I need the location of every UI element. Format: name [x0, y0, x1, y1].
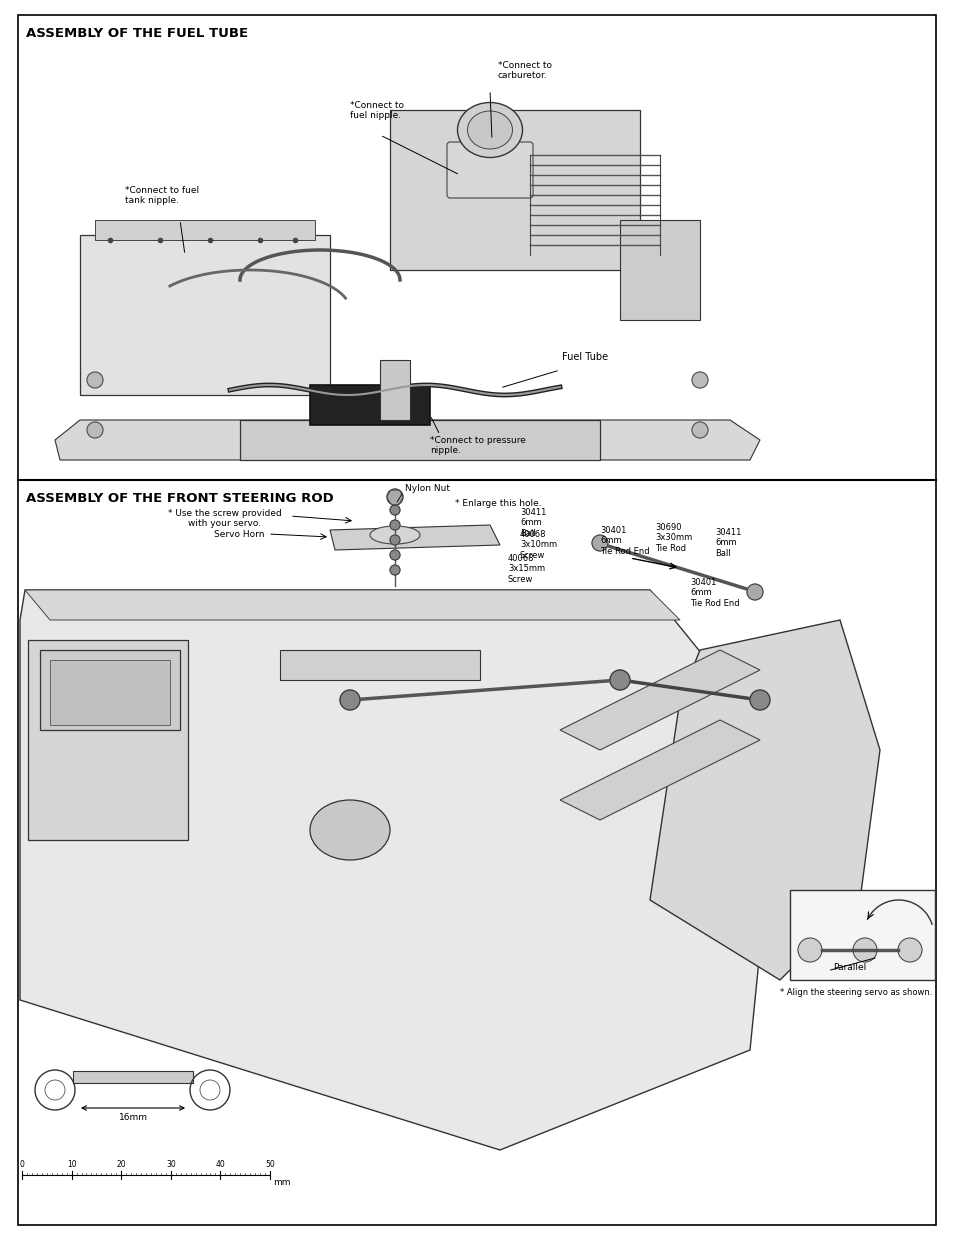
Circle shape	[390, 505, 399, 515]
Text: 40068
3x10mm
Screw: 40068 3x10mm Screw	[519, 530, 557, 559]
Circle shape	[897, 939, 921, 962]
Ellipse shape	[467, 111, 512, 149]
FancyBboxPatch shape	[447, 142, 533, 198]
Circle shape	[390, 520, 399, 530]
Ellipse shape	[310, 800, 390, 860]
Circle shape	[87, 422, 103, 438]
Text: 16mm: 16mm	[118, 1113, 148, 1123]
Text: Nylon Nut: Nylon Nut	[405, 484, 450, 493]
Circle shape	[339, 690, 359, 710]
Polygon shape	[559, 650, 760, 750]
Circle shape	[691, 422, 707, 438]
Text: 30401
6mm
Tie Rod End: 30401 6mm Tie Rod End	[599, 526, 649, 556]
Text: *Connect to
carburetor.: *Connect to carburetor.	[497, 61, 552, 80]
Polygon shape	[20, 590, 780, 1150]
Circle shape	[390, 550, 399, 559]
Bar	[80, 235, 330, 395]
Text: *Connect to
fuel nipple.: *Connect to fuel nipple.	[350, 100, 403, 120]
Text: * Use the screw provided
with your servo.: * Use the screw provided with your servo…	[168, 509, 281, 529]
Bar	[95, 220, 314, 240]
Text: 30411
6mm
Ball: 30411 6mm Ball	[519, 508, 546, 537]
Text: Servo Horn: Servo Horn	[214, 530, 265, 538]
Bar	[28, 640, 188, 840]
Bar	[390, 110, 639, 270]
Circle shape	[87, 372, 103, 388]
Circle shape	[746, 584, 762, 600]
Text: 50: 50	[265, 1160, 274, 1170]
Circle shape	[390, 535, 399, 545]
Text: 30: 30	[166, 1160, 175, 1170]
Text: *Connect to fuel
tank nipple.: *Connect to fuel tank nipple.	[125, 185, 199, 205]
Text: 30411
6mm
Ball: 30411 6mm Ball	[714, 529, 740, 558]
Bar	[73, 1071, 193, 1083]
Text: 40: 40	[215, 1160, 225, 1170]
Text: 40068
3x15mm
Screw: 40068 3x15mm Screw	[507, 555, 544, 584]
Bar	[619, 220, 700, 320]
Text: * Enlarge this hole.: * Enlarge this hole.	[455, 499, 541, 508]
Text: 20: 20	[116, 1160, 126, 1170]
Ellipse shape	[370, 526, 419, 543]
Polygon shape	[25, 590, 679, 620]
Bar	[50, 659, 170, 725]
Bar	[280, 650, 479, 680]
Circle shape	[609, 671, 629, 690]
Circle shape	[387, 489, 402, 505]
Polygon shape	[55, 420, 760, 459]
Circle shape	[592, 535, 607, 551]
Circle shape	[797, 939, 821, 962]
Bar	[40, 650, 180, 730]
Text: ASSEMBLY OF THE FRONT STEERING ROD: ASSEMBLY OF THE FRONT STEERING ROD	[26, 492, 334, 505]
Text: mm: mm	[273, 1178, 291, 1187]
Text: ASSEMBLY OF THE FUEL TUBE: ASSEMBLY OF THE FUEL TUBE	[26, 27, 248, 40]
Text: 10: 10	[67, 1160, 76, 1170]
Polygon shape	[330, 525, 499, 550]
Circle shape	[852, 939, 876, 962]
Ellipse shape	[457, 103, 522, 158]
Text: 30401
6mm
Tie Rod End: 30401 6mm Tie Rod End	[689, 578, 739, 608]
Text: *Connect to pressure
nipple.: *Connect to pressure nipple.	[430, 436, 525, 456]
Bar	[310, 385, 430, 425]
Text: * Align the steering servo as shown.: * Align the steering servo as shown.	[780, 988, 931, 997]
Circle shape	[749, 690, 769, 710]
Circle shape	[691, 372, 707, 388]
Bar	[789, 890, 934, 981]
Polygon shape	[240, 420, 599, 459]
Text: 30690
3x30mm
Tie Rod: 30690 3x30mm Tie Rod	[655, 522, 692, 553]
Polygon shape	[559, 720, 760, 820]
Text: Fuel Tube: Fuel Tube	[561, 352, 607, 362]
Bar	[379, 359, 410, 420]
Polygon shape	[649, 620, 879, 981]
Text: 0: 0	[20, 1160, 25, 1170]
Circle shape	[390, 564, 399, 576]
Text: Parallel: Parallel	[833, 963, 866, 972]
